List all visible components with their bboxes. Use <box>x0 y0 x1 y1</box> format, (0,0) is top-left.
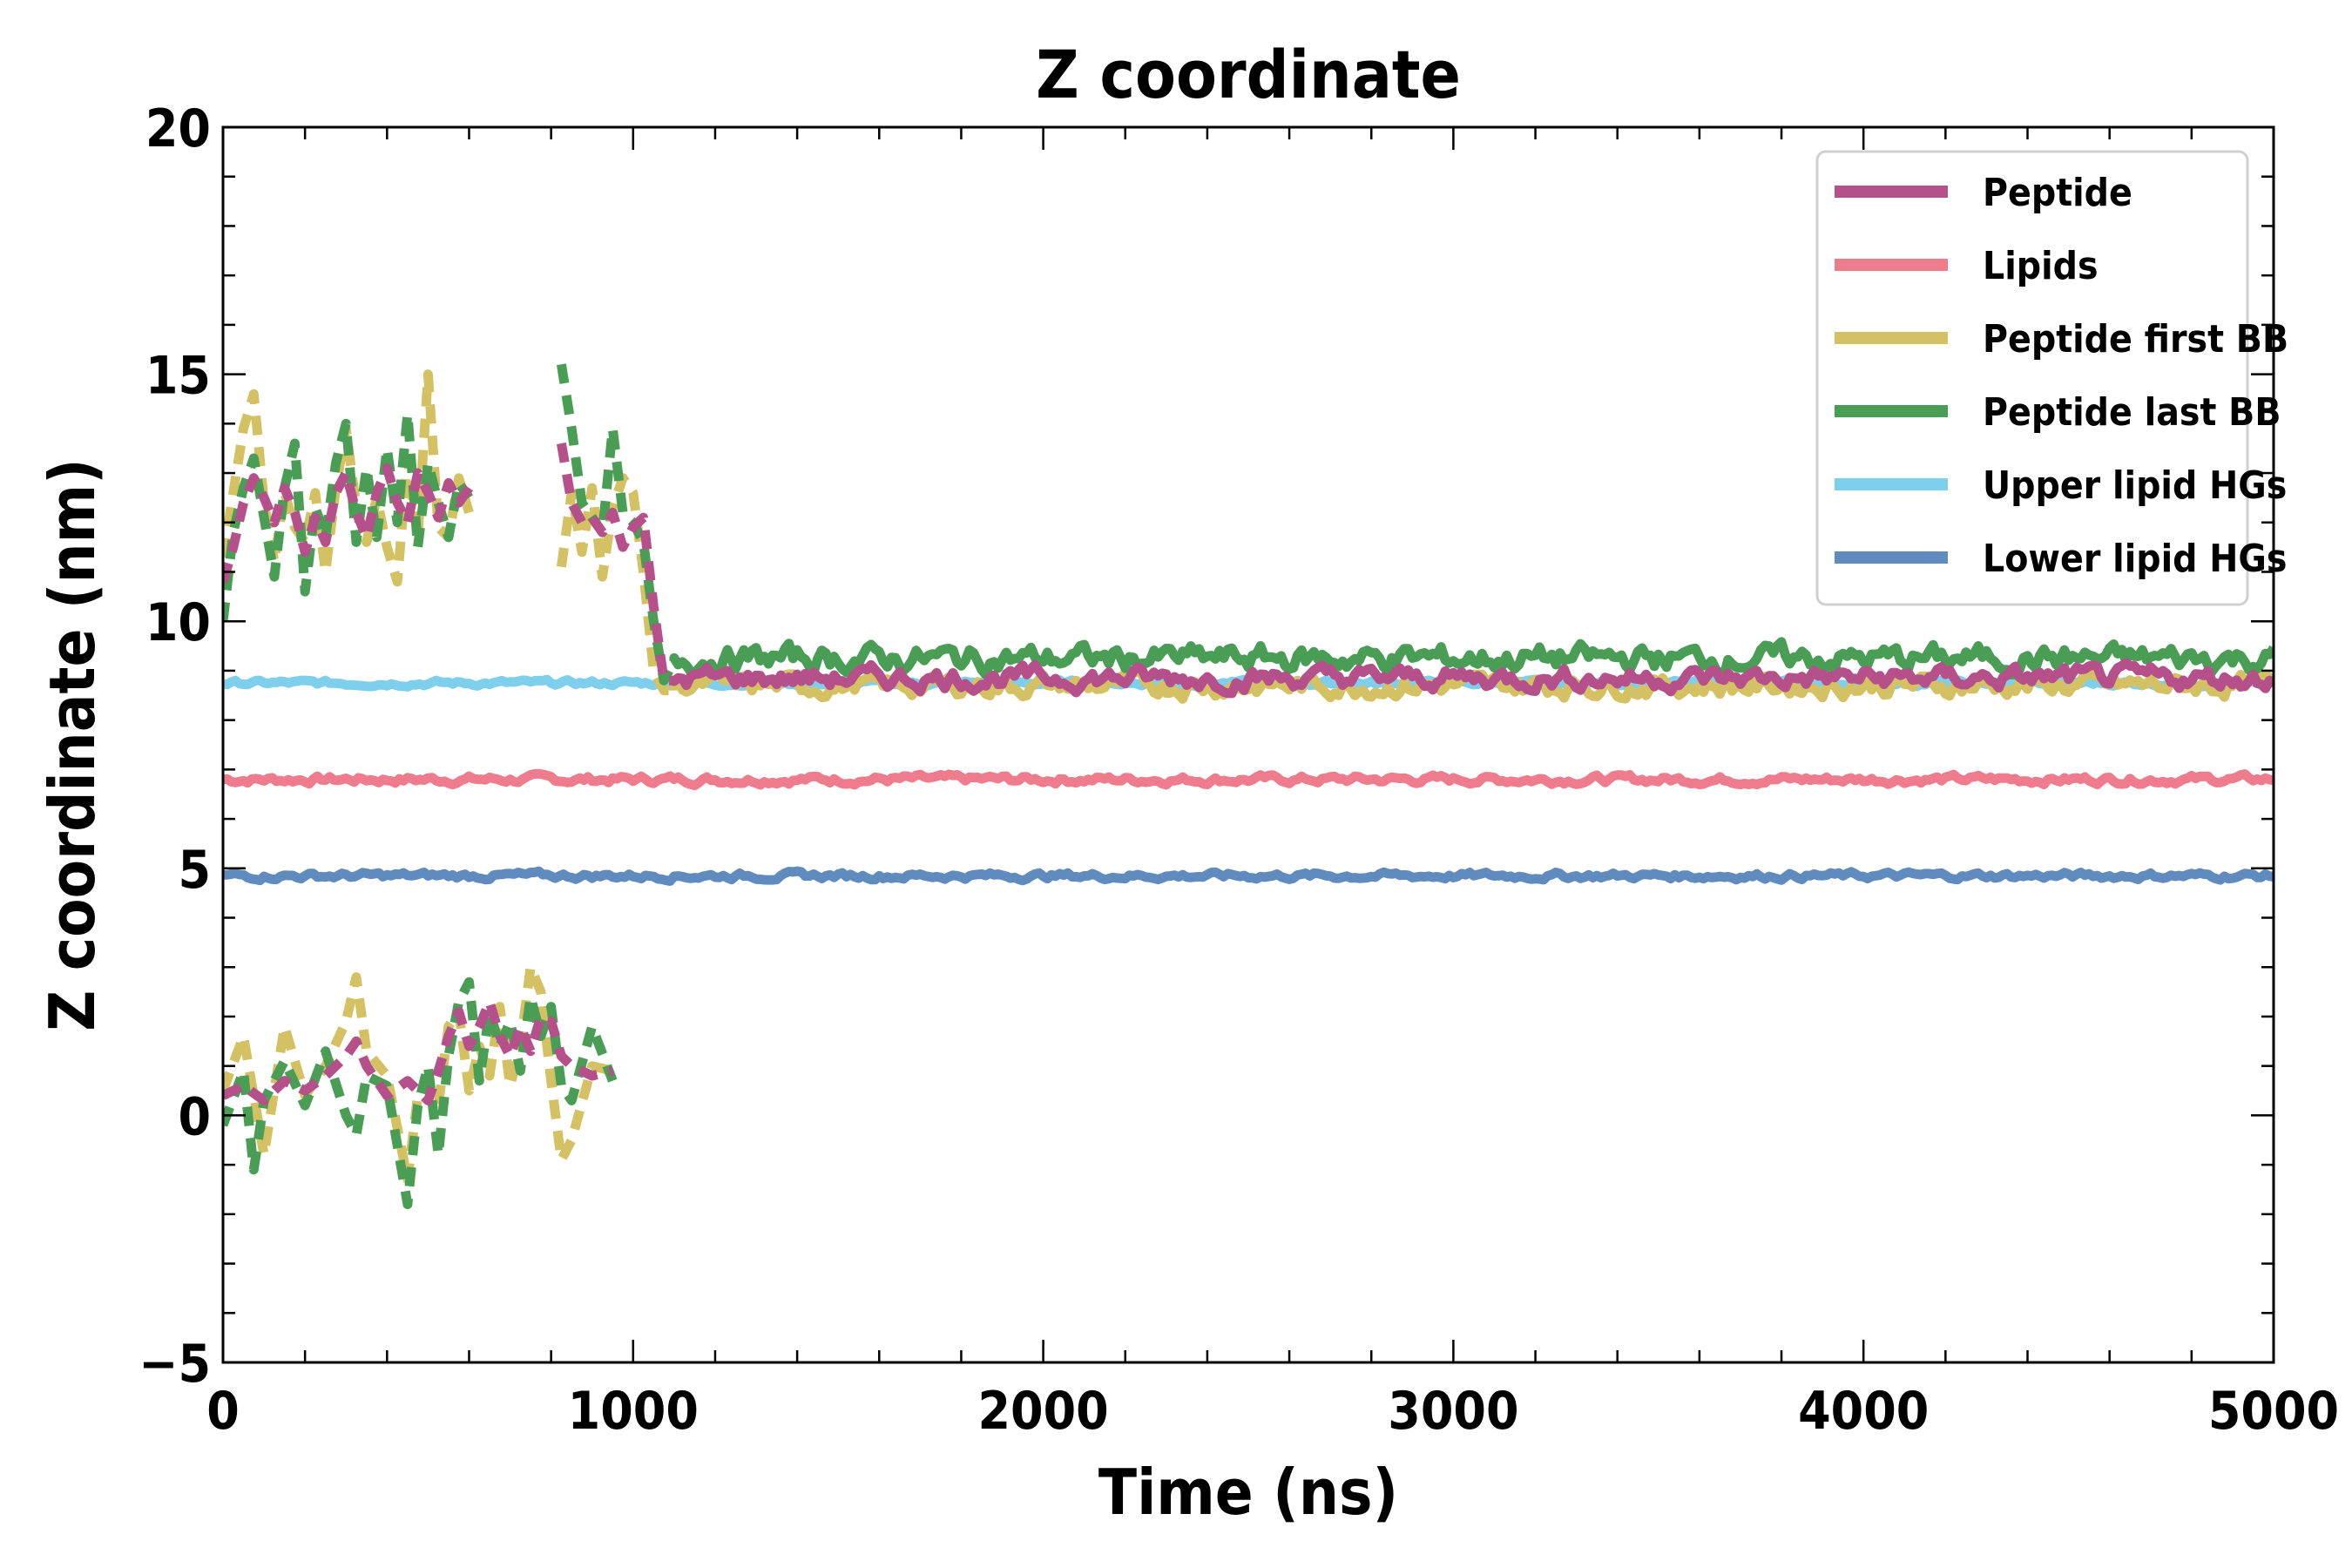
x-tick-label: 2000 <box>977 1381 1108 1442</box>
series-peptide <box>223 443 2274 1105</box>
legend-label: Upper lipid HGs <box>1983 463 2287 508</box>
series-line-peptide-last-bb <box>223 977 618 1209</box>
x-tick-label: 3000 <box>1388 1381 1518 1442</box>
y-axis-label: Z coordinate (nm) <box>36 458 109 1031</box>
y-tick-label: 10 <box>145 592 211 653</box>
series-line-peptide-first-bb <box>556 473 674 696</box>
y-tick-labels: −5 0 5 10 15 20 <box>139 98 211 1395</box>
y-tick-label: 20 <box>145 98 211 159</box>
series-line-peptide-last-bb <box>556 363 679 686</box>
series-line-lipids <box>223 768 2274 791</box>
series-line-lower-lipid-hgs <box>223 866 2274 886</box>
legend-label: Lipids <box>1983 244 2099 288</box>
series-line-peptide <box>223 463 474 584</box>
legend-label: Peptide first BB <box>1983 317 2288 362</box>
series-line-peptide <box>669 658 2274 699</box>
plot-area <box>223 363 2274 1209</box>
series-line-peptide-last-bb <box>223 409 474 622</box>
y-tick-label: 5 <box>178 840 211 901</box>
x-axis-label: Time (ns) <box>1098 1456 1398 1529</box>
series-lower-lipid-hgs <box>223 866 2274 886</box>
y-tick-label: −5 <box>139 1334 211 1395</box>
x-tick-label: 4000 <box>1798 1381 1929 1442</box>
x-tick-label: 0 <box>206 1381 240 1442</box>
y-tick-label: 15 <box>145 346 211 407</box>
legend-label: Peptide <box>1983 171 2132 215</box>
legend: Peptide Lipids Peptide first BB Peptide las… <box>1815 150 2288 606</box>
y-tick-label: 0 <box>178 1086 211 1147</box>
chart-title: Z coordinate <box>1036 36 1461 113</box>
x-tick-label: 5000 <box>2208 1381 2339 1442</box>
series-lipids <box>223 768 2274 791</box>
axis-ticks <box>221 125 2275 1364</box>
legend-label: Lower lipid HGs <box>1983 537 2287 581</box>
legend-label: Peptide last BB <box>1983 390 2281 435</box>
series-line-peptide <box>556 443 674 686</box>
plot-frame <box>221 125 2275 1364</box>
series-line-peptide <box>223 997 614 1105</box>
x-tick-label: 1000 <box>568 1381 699 1442</box>
x-tick-labels: 0 1000 2000 3000 4000 5000 <box>206 1381 2339 1442</box>
